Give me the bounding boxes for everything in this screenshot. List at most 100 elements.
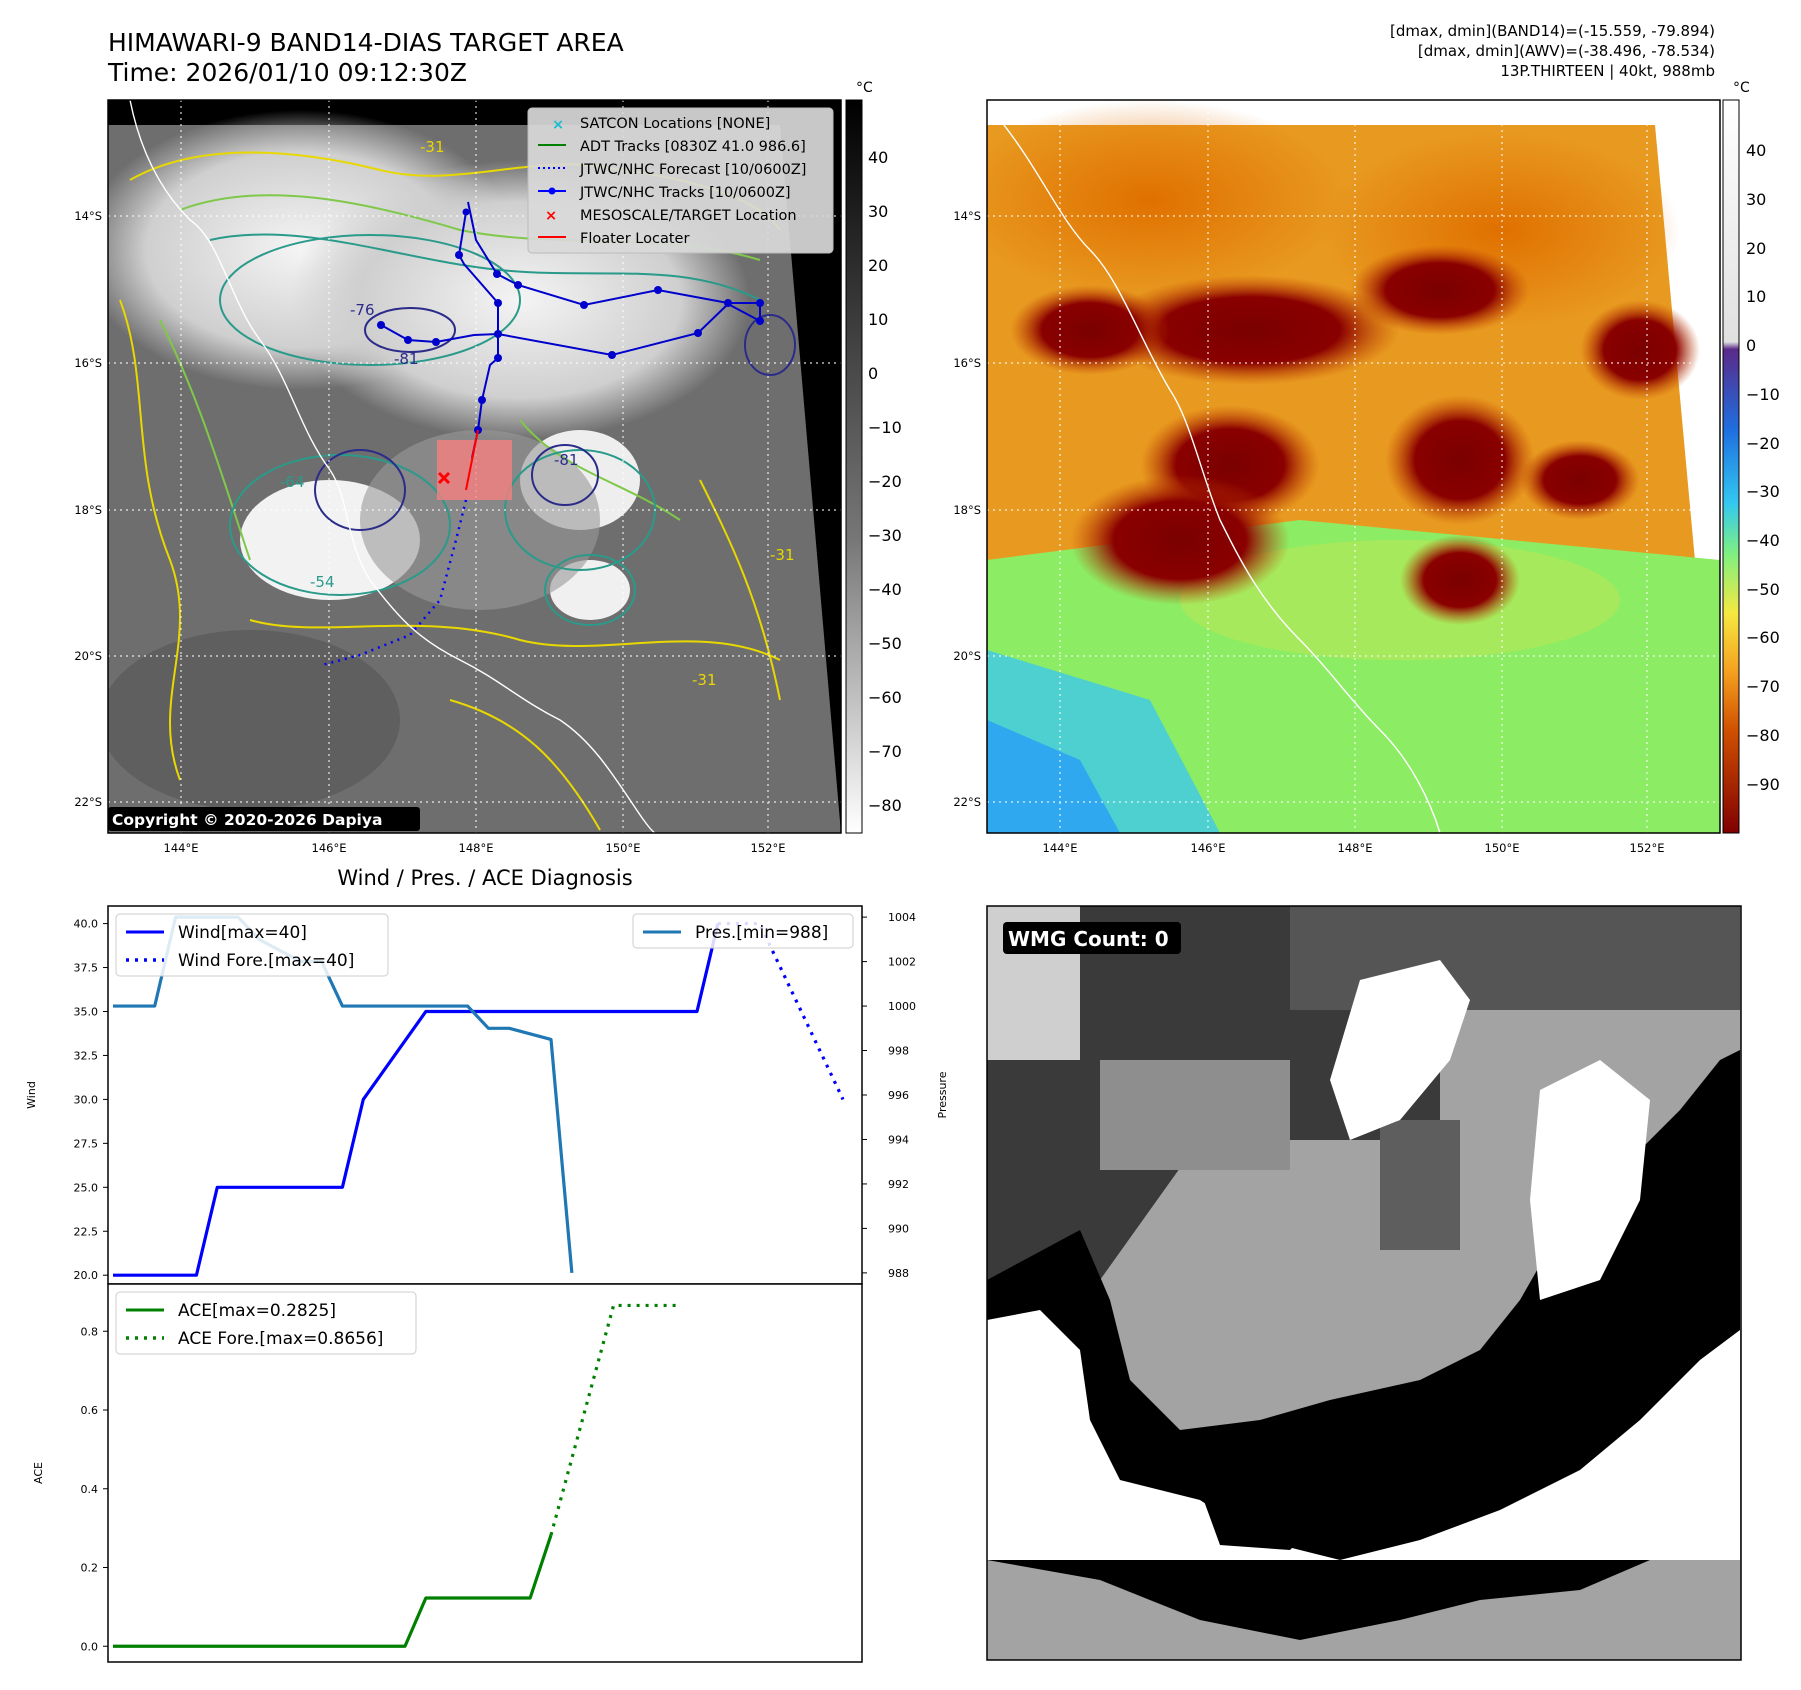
ace-tick-label: 0.8 xyxy=(81,1325,99,1338)
ace-legend: ACE[max=0.2825] ACE Fore.[max=0.8656] xyxy=(115,1291,417,1355)
color-cbar-tick: 30 xyxy=(1746,190,1766,209)
contour-label-81a: -81 xyxy=(394,350,419,368)
ir-lat-tick: 16°S xyxy=(74,356,102,370)
wind-tick-label: 40.0 xyxy=(74,918,99,931)
wind-forecast-line xyxy=(717,921,845,1101)
wmg-count-box xyxy=(1003,922,1181,954)
ace-tick-label: 0.6 xyxy=(81,1404,99,1417)
legend-wind: Wind[max=40] xyxy=(178,923,307,943)
color-colorbar-unit: °C xyxy=(1733,80,1750,96)
color-lat-tick: 14°S xyxy=(953,209,981,223)
ir-cbar-tick: 40 xyxy=(868,148,888,167)
pressure-tick-label: 994 xyxy=(888,1133,909,1146)
jtwc-forecast-track xyxy=(321,499,468,667)
ir-cbar-tick: −20 xyxy=(868,472,902,491)
wind-tick-label: 32.5 xyxy=(74,1049,99,1062)
contour-label-64: -64 xyxy=(280,473,305,491)
contour-label-31a: -31 xyxy=(770,546,795,564)
ir-lon-tick: 146°E xyxy=(312,841,347,855)
legend-ace: ACE[max=0.2825] xyxy=(178,1301,336,1321)
ace-forecast-line xyxy=(549,1303,677,1536)
legend-satcon-icon: × xyxy=(552,117,564,133)
wind-tick-label: 25.0 xyxy=(74,1181,99,1194)
color-gridlines xyxy=(987,100,1720,833)
color-lat-tick: 20°S xyxy=(953,649,981,663)
color-colorbar: °C 40 30 20 10 0 −10 −20 −30 −40 −50 −60… xyxy=(1722,80,1780,834)
ir-legend: × SATCON Locations [NONE] ADT Tracks [08… xyxy=(527,107,834,254)
color-lat-ticks: 14°S 16°S 18°S 20°S 22°S xyxy=(953,209,981,809)
color-colorbar-ticks: 40 30 20 10 0 −10 −20 −30 −40 −50 −60 −7… xyxy=(1746,141,1780,794)
wind-axis-label: Wind xyxy=(25,1081,38,1109)
diag-title: Wind / Pres. / ACE Diagnosis xyxy=(337,866,632,890)
ace-axis-ticks: 0.0 0.2 0.4 0.6 0.8 xyxy=(81,1325,108,1653)
ace-tick-label: 0.0 xyxy=(81,1640,99,1653)
pressure-tick-label: 992 xyxy=(888,1178,909,1191)
ir-cbar-tick: 0 xyxy=(868,364,878,383)
stat-band14: [dmax, dmin](BAND14)=(-15.559, -79.894) xyxy=(1390,22,1715,40)
legend-floater-label: Floater Locater xyxy=(580,231,689,247)
ir-lon-tick: 150°E xyxy=(606,841,641,855)
ir-cbar-tick: −10 xyxy=(868,418,902,437)
ir-colorbar-ticks: 40 30 20 10 0 −10 −20 −30 −40 −50 −60 −7… xyxy=(868,148,902,815)
color-imagery xyxy=(987,100,1720,833)
contour-label-group: -76 -81 -81 -64 -54 -31 -31 -31 xyxy=(280,138,795,689)
copyright-text: Copyright © 2020-2026 Dapiya xyxy=(112,811,382,829)
color-cbar-tick: −40 xyxy=(1746,531,1780,550)
legend-target-icon: × xyxy=(545,208,557,224)
ir-lat-tick: 20°S xyxy=(74,649,102,663)
wind-line xyxy=(113,923,720,1277)
color-cbar-tick: −60 xyxy=(1746,628,1780,647)
ace-axis-label: ACE xyxy=(32,1462,45,1484)
wind-tick-label: 37.5 xyxy=(74,962,99,975)
color-lon-tick: 152°E xyxy=(1630,841,1665,855)
ir-lat-ticks: 14°S 16°S 18°S 20°S 22°S xyxy=(74,209,102,809)
color-cbar-tick: −80 xyxy=(1746,726,1780,745)
ir-cbar-tick: 10 xyxy=(868,310,888,329)
color-cbar-tick: 10 xyxy=(1746,287,1766,306)
stat-awv: [dmax, dmin](AWV)=(-38.496, -78.534) xyxy=(1417,42,1715,60)
contour-label-31b: -31 xyxy=(692,671,717,689)
wind-tick-label: 27.5 xyxy=(74,1137,99,1150)
ir-panel: -76 -81 -81 -64 -54 -31 -31 -31 × SATCON… xyxy=(74,99,842,855)
color-cbar-tick: −70 xyxy=(1746,677,1780,696)
ir-lat-tick: 18°S xyxy=(74,503,102,517)
legend-ace-forecast: ACE Fore.[max=0.8656] xyxy=(178,1329,383,1349)
pressure-tick-label: 998 xyxy=(888,1045,909,1058)
ir-cbar-tick: −30 xyxy=(868,526,902,545)
color-cbar-tick: 0 xyxy=(1746,336,1756,355)
ir-cbar-tick: −40 xyxy=(868,580,902,599)
contour-label-31c: -31 xyxy=(420,138,445,156)
color-cbar-tick: −20 xyxy=(1746,434,1780,453)
color-cbar-tick: 40 xyxy=(1746,141,1766,160)
color-lon-tick: 150°E xyxy=(1485,841,1520,855)
pressure-axis-label: Pressure xyxy=(936,1071,949,1118)
legend-adt-label: ADT Tracks [0830Z 41.0 986.6] xyxy=(580,139,806,155)
contour-label-54: -54 xyxy=(310,573,335,591)
pressure-tick-label: 996 xyxy=(888,1089,909,1102)
figure-time: Time: 2026/01/10 09:12:30Z xyxy=(108,58,467,87)
ace-tick-label: 0.2 xyxy=(81,1562,99,1575)
pressure-axis-ticks: 988 990 992 994 996 998 1000 1002 1004 xyxy=(862,911,916,1280)
wmg-frame xyxy=(986,905,1742,1661)
stat-storm: 13P.THIRTEEN | 40kt, 988mb xyxy=(1500,62,1715,80)
color-lat-tick: 18°S xyxy=(953,503,981,517)
color-cbar-tick: −30 xyxy=(1746,482,1780,501)
ir-lat-tick: 22°S xyxy=(74,795,102,809)
pressure-tick-label: 990 xyxy=(888,1222,909,1235)
ir-colorbar: °C 40 30 20 10 0 −10 −20 −30 −40 −50 −60… xyxy=(845,80,902,834)
color-panel-frame xyxy=(986,99,1721,834)
wind-tick-label: 35.0 xyxy=(74,1005,99,1018)
wind-axis-ticks: 20.0 22.5 25.0 27.5 30.0 32.5 35.0 37.5 40.0 xyxy=(74,918,108,1282)
wind-tick-label: 30.0 xyxy=(74,1093,99,1106)
color-lon-tick: 146°E xyxy=(1191,841,1226,855)
ir-cbar-tick: −60 xyxy=(868,688,902,707)
wmg-count-label: WMG Count: 0 xyxy=(1008,927,1169,951)
pressure-tick-label: 988 xyxy=(888,1267,909,1280)
ace-line xyxy=(113,1534,553,1648)
legend-satcon-label: SATCON Locations [NONE] xyxy=(580,116,770,132)
pressure-legend: Pres.[min=988] xyxy=(632,913,854,949)
color-cbar-tick: −50 xyxy=(1746,580,1780,599)
color-panel: 144°E 146°E 148°E 150°E 152°E 14°S 16°S … xyxy=(953,99,1721,855)
legend-forecast-label: JTWC/NHC Forecast [10/0600Z] xyxy=(579,162,806,178)
